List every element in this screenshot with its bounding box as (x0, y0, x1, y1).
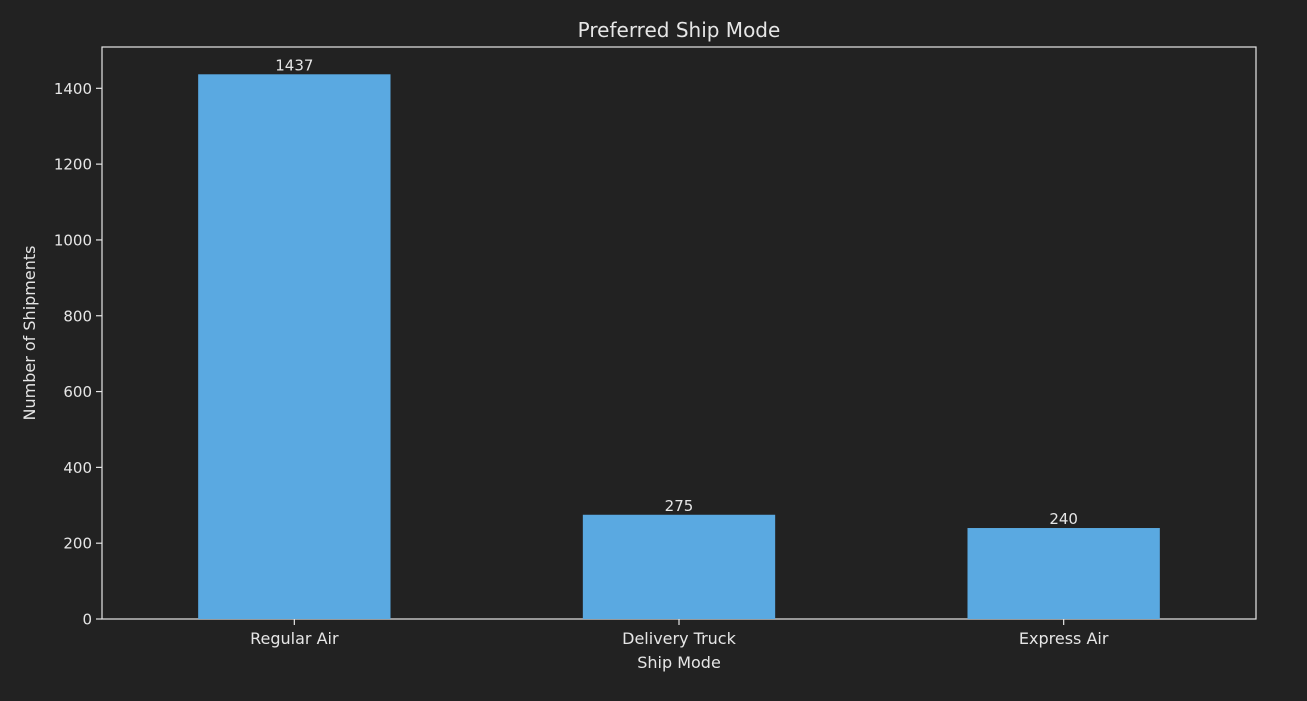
x-axis-label: Ship Mode (637, 653, 721, 672)
data-label-delivery-truck: 275 (665, 497, 694, 515)
y-tick-label-1400: 1400 (54, 80, 92, 98)
y-tick-label-0: 0 (82, 611, 92, 629)
bars-group (198, 74, 1160, 620)
bar-labels-group: 1437 275 240 (275, 56, 1078, 528)
y-tick-label-200: 200 (63, 535, 92, 553)
x-tick-label-regular-air: Regular Air (250, 629, 339, 648)
bar-delivery-truck (582, 514, 776, 619)
chart-title: Preferred Ship Mode (578, 18, 781, 42)
y-tick-label-800: 800 (63, 307, 92, 325)
y-tick-label-1000: 1000 (54, 231, 92, 249)
x-tick-label-delivery-truck: Delivery Truck (622, 629, 736, 648)
bar-regular-air (198, 74, 391, 620)
y-tick-label-600: 600 (63, 383, 92, 401)
x-axis-ticks: Regular Air Delivery Truck Express Air (250, 619, 1109, 648)
data-label-regular-air: 1437 (275, 56, 313, 74)
y-tick-label-1200: 1200 (54, 156, 92, 174)
bar-express-air (967, 528, 1160, 619)
y-axis-label: Number of Shipments (20, 246, 39, 421)
y-tick-label-400: 400 (63, 459, 92, 477)
x-tick-label-express-air: Express Air (1019, 629, 1109, 648)
y-axis-ticks: 0 200 400 600 800 1000 1200 1400 (54, 80, 102, 629)
data-label-express-air: 240 (1049, 510, 1078, 528)
